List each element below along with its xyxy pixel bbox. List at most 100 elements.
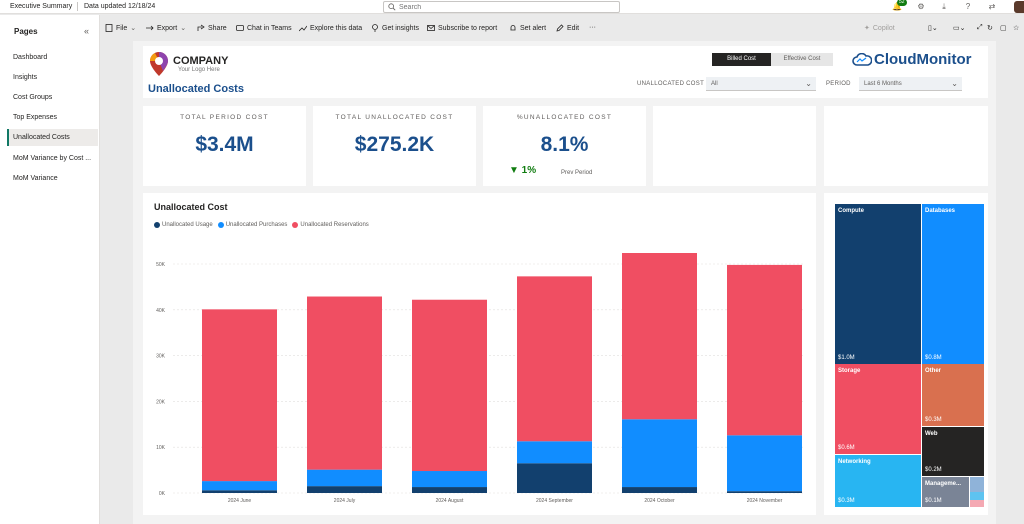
refresh-icon[interactable]: ↻: [987, 25, 993, 32]
action-bar: File ⌄ Export ⌄ Share Chat in Teams Expl…: [101, 20, 1024, 38]
treemap-tile-name: Web: [925, 431, 938, 437]
page-item-mom-variance-by-cost[interactable]: MoM Variance by Cost ...: [13, 155, 92, 162]
export-menu[interactable]: Export ⌄: [146, 24, 186, 32]
bar-segment[interactable]: [202, 490, 277, 493]
slicer-value: Last 6 Months: [864, 81, 902, 87]
set-alert-button[interactable]: Set alert: [509, 24, 546, 32]
bar-segment[interactable]: [727, 435, 802, 492]
bar-segment[interactable]: [307, 296, 382, 470]
fullscreen-icon[interactable]: ⤢: [977, 24, 983, 31]
bar-segment[interactable]: [412, 299, 487, 472]
legend-item-purchases[interactable]: Unallocated Purchases: [217, 222, 287, 228]
chat-in-teams-button[interactable]: Chat in Teams: [236, 24, 292, 32]
billed-cost-toggle[interactable]: Billed Cost: [712, 53, 771, 66]
legend-item-reservations[interactable]: Unallocated Reservations: [292, 222, 369, 228]
share-icon[interactable]: ⇄: [988, 2, 996, 11]
collapse-pane-icon[interactable]: «: [84, 26, 90, 36]
avatar[interactable]: [1014, 1, 1024, 13]
page-item-mom-variance[interactable]: MoM Variance: [13, 175, 58, 182]
treemap-tile-small[interactable]: [970, 492, 984, 500]
bar-segment[interactable]: [517, 441, 592, 464]
insights-icon: [372, 24, 378, 32]
brand-logo: CloudMonitor: [852, 51, 971, 68]
bookmark-icon[interactable]: ▯⌄: [928, 25, 938, 32]
x-tick-label: 2024 November: [747, 498, 783, 504]
treemap-tile-small[interactable]: [970, 477, 984, 492]
treemap-tile-small[interactable]: [970, 500, 984, 507]
page-item-cost-groups[interactable]: Cost Groups: [13, 94, 53, 101]
kpi-label: %UNALLOCATED COST: [516, 114, 613, 121]
treemap-tile-storage[interactable]: Storage $0.6M: [835, 364, 921, 454]
pages-title: Pages: [14, 27, 38, 36]
more-options-button[interactable]: ···: [589, 24, 596, 31]
page-item-dashboard[interactable]: Dashboard: [13, 54, 48, 61]
kpi-delta-label: Prev Period: [561, 170, 593, 176]
bar-segment[interactable]: [412, 471, 487, 488]
report-name[interactable]: Executive Summary: [10, 3, 73, 10]
page-item-insights[interactable]: Insights: [13, 74, 38, 81]
kpi-delta: ▼ 1%: [509, 165, 537, 176]
y-tick-label: 50K: [156, 262, 166, 268]
share-button[interactable]: Share: [197, 24, 227, 32]
legend-swatch: [154, 222, 160, 228]
bar-segment[interactable]: [307, 486, 382, 493]
treemap-tile-databases[interactable]: Databases $0.8M: [922, 204, 984, 364]
treemap-tile-value: $1.0M: [838, 355, 855, 361]
treemap-tile-value: $0.1M: [925, 498, 942, 504]
notifications-icon[interactable]: 🔔 52: [892, 0, 907, 11]
favorite-icon[interactable]: ☆: [1013, 25, 1020, 32]
data-updated-label[interactable]: Data updated 12/18/24: [84, 3, 156, 10]
cloud-icon: [852, 52, 872, 66]
bar-segment[interactable]: [307, 469, 382, 487]
treemap-tile-name: Other: [925, 368, 942, 374]
edit-button[interactable]: Edit: [556, 24, 579, 32]
kpi-total-period-cost: TOTAL PERIOD COST $3.4M: [143, 106, 306, 186]
explore-data-button[interactable]: Explore this data: [299, 24, 362, 32]
subscribe-button[interactable]: Subscribe to report: [427, 24, 497, 32]
treemap-tile-web[interactable]: Web $0.2M: [922, 427, 984, 476]
view-icon[interactable]: ▭⌄: [953, 25, 966, 32]
pencil-icon: [556, 24, 564, 32]
bar-segment[interactable]: [202, 481, 277, 491]
kpi-value: $275.2K: [354, 133, 435, 156]
bar-segment[interactable]: [622, 419, 697, 488]
treemap-tile-manageme-[interactable]: Manageme... $0.1M: [922, 477, 969, 507]
bar-segment[interactable]: [727, 491, 802, 493]
bar-segment[interactable]: [727, 264, 802, 436]
slicer-value: All: [711, 81, 718, 87]
x-tick-label: 2024 July: [334, 498, 356, 504]
bar-segment[interactable]: [412, 487, 487, 493]
treemap-tile-compute[interactable]: Compute $1.0M: [835, 204, 921, 364]
bar-segment[interactable]: [517, 463, 592, 493]
file-menu[interactable]: File ⌄: [105, 24, 136, 32]
copilot-button[interactable]: ✦ Copilot: [864, 24, 895, 33]
bar-segment[interactable]: [622, 253, 697, 420]
chevron-down-icon: ⌄: [180, 25, 187, 32]
download-icon[interactable]: ⤓: [942, 2, 946, 11]
legend-item-usage[interactable]: Unallocated Usage: [154, 222, 213, 228]
page-item-unallocated-costs[interactable]: Unallocated Costs: [7, 129, 98, 146]
bar-segment[interactable]: [517, 276, 592, 442]
treemap-tile-name: Networking: [838, 459, 871, 465]
bar-segment[interactable]: [622, 487, 697, 493]
comment-icon[interactable]: ▢: [1000, 25, 1007, 32]
effective-cost-toggle[interactable]: Effective Cost: [771, 53, 833, 66]
search-input[interactable]: [399, 3, 609, 12]
treemap-tile-networking[interactable]: Networking $0.3M: [835, 455, 921, 507]
search-box[interactable]: [383, 1, 620, 13]
top-bar: Executive Summary Data updated 12/18/24 …: [0, 0, 1024, 14]
period-slicer[interactable]: Last 6 Months ⌄: [859, 77, 962, 91]
treemap-tile-value: $0.8M: [925, 355, 942, 361]
share-label: Share: [208, 24, 227, 32]
company-name: COMPANY: [173, 55, 229, 67]
unallocated-cost-slicer[interactable]: All ⌄: [706, 77, 816, 91]
get-insights-button[interactable]: Get insights: [371, 24, 419, 32]
help-icon[interactable]: ?: [965, 2, 971, 11]
y-tick-label: 40K: [156, 308, 166, 314]
treemap-tile-other[interactable]: Other $0.3M: [922, 364, 984, 426]
treemap-tile-value: $0.3M: [925, 417, 942, 423]
bar-segment[interactable]: [202, 309, 277, 482]
settings-icon[interactable]: ⚙: [917, 2, 925, 11]
page-item-top-expenses[interactable]: Top Expenses: [13, 114, 57, 121]
treemap-tile-value: $0.6M: [838, 445, 855, 451]
